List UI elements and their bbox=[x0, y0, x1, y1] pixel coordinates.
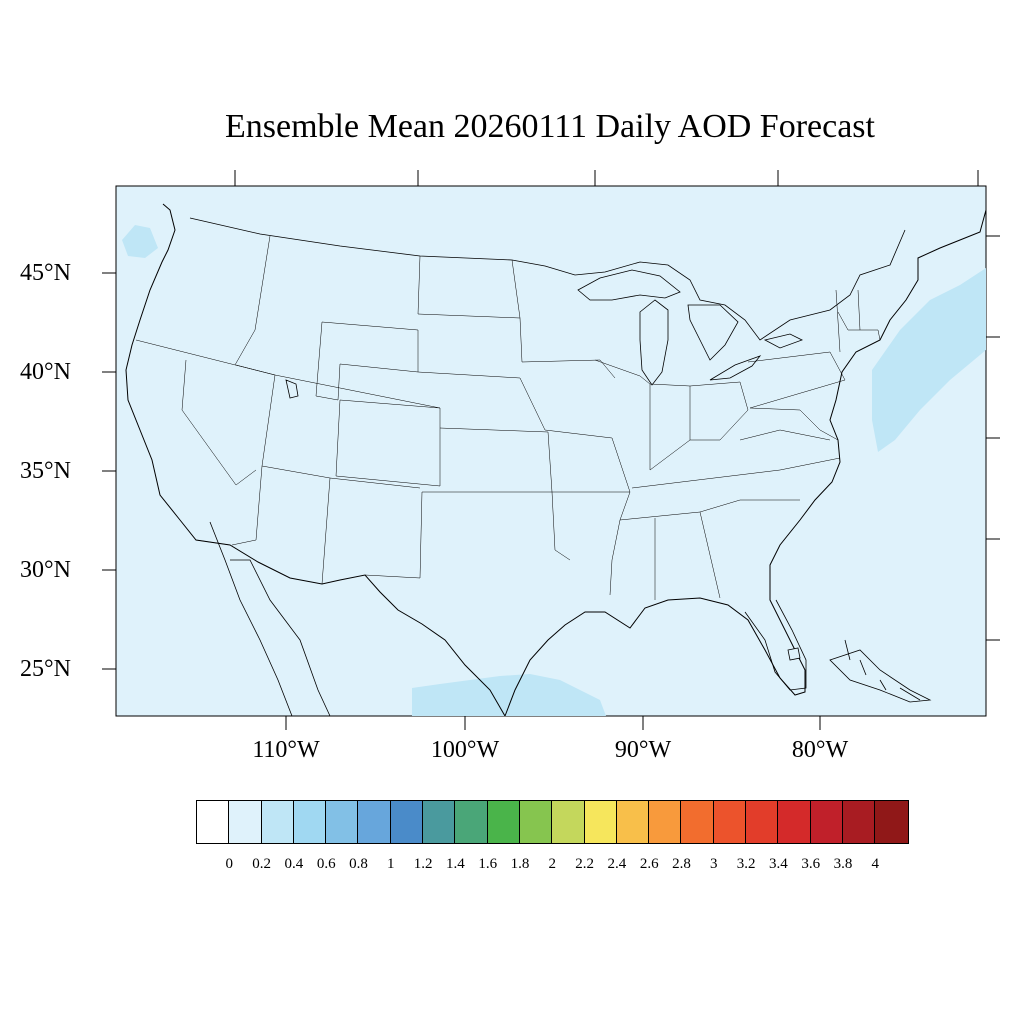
lake-okeechobee bbox=[787, 647, 801, 661]
lake-ontario bbox=[763, 333, 804, 349]
colorbar-tick-label: 1 bbox=[387, 856, 395, 872]
colorbar-swatch bbox=[358, 801, 391, 843]
colorbar-tick-label: 0.8 bbox=[349, 856, 368, 872]
colorbar-swatch bbox=[616, 801, 650, 843]
tick-marks bbox=[102, 170, 1000, 730]
state-boundaries bbox=[135, 235, 881, 600]
lon-label-90w: 90°W bbox=[614, 737, 672, 763]
colorbar-swatch bbox=[875, 801, 908, 843]
aod-plume-atlantic bbox=[872, 268, 986, 452]
colorbar-swatch bbox=[681, 801, 714, 843]
colorbar-swatch bbox=[229, 801, 262, 843]
colorbar-tick-label: 0.4 bbox=[284, 856, 304, 872]
colorbar-tick-label: 2.4 bbox=[607, 856, 627, 872]
colorbar-swatch bbox=[810, 801, 843, 843]
colorbar-swatch bbox=[842, 801, 876, 843]
bahamas-outline bbox=[844, 639, 921, 701]
colorbar-swatch bbox=[778, 801, 811, 843]
lake-huron bbox=[687, 304, 739, 361]
colorbar-swatch bbox=[713, 801, 747, 843]
lat-label-25n: 25°N bbox=[20, 656, 71, 682]
colorbar-swatch bbox=[423, 801, 456, 843]
colorbar-tick-label: 2.2 bbox=[575, 856, 594, 872]
colorbar-tick-label: 3.8 bbox=[833, 856, 853, 872]
colorbar-swatch bbox=[326, 801, 359, 843]
colorbar-swatch bbox=[293, 801, 327, 843]
colorbar-tick-label: 2.6 bbox=[639, 856, 659, 872]
lat-label-40n: 40°N bbox=[20, 359, 71, 385]
lake-michigan bbox=[639, 299, 669, 386]
colorbar-labels: 0 0.2 0.4 0.6 0.8 1 1.2 1.4 1.6 1.8 2 2.2 2.4 2.6 2.8 3… bbox=[0, 856, 1024, 876]
lon-label-80w: 80°W bbox=[791, 737, 849, 763]
aod-plume-gulf bbox=[412, 674, 606, 716]
northern-border bbox=[189, 217, 906, 341]
colorbar-tick-label: 3 bbox=[710, 856, 718, 872]
colorbar-tick-label: 1.2 bbox=[413, 856, 433, 872]
colorbar-swatch bbox=[552, 801, 585, 843]
colorbar-swatch bbox=[261, 801, 294, 843]
lake-superior bbox=[577, 269, 681, 301]
lon-label-100w: 100°W bbox=[430, 737, 500, 763]
florida-outline bbox=[744, 599, 807, 691]
lat-label-30n: 30°N bbox=[20, 557, 71, 583]
colorbar-tick-label: 1.8 bbox=[510, 856, 530, 872]
colorbar-swatch bbox=[649, 801, 682, 843]
colorbar bbox=[196, 800, 909, 844]
colorbar-swatch bbox=[584, 801, 617, 843]
map-background bbox=[115, 185, 987, 717]
colorbar-tick-label: 2.8 bbox=[672, 856, 691, 872]
colorbar-swatch bbox=[746, 801, 779, 843]
colorbar-swatch bbox=[519, 801, 553, 843]
lat-label-35n: 35°N bbox=[20, 458, 71, 484]
colorbar-tick-label: 3.6 bbox=[801, 856, 821, 872]
colorbar-tick-label: 1.4 bbox=[446, 856, 465, 872]
colorbar-tick-label: 2 bbox=[548, 856, 557, 872]
lon-label-110w: 110°W bbox=[252, 737, 320, 763]
cuba-outline bbox=[829, 649, 932, 703]
lat-label-45n: 45°N bbox=[20, 260, 71, 286]
colorbar-tick-label: 3.2 bbox=[736, 856, 756, 872]
colorbar-swatch bbox=[487, 801, 520, 843]
colorbar-tick-label: 4 bbox=[871, 856, 880, 872]
colorbar-tick-label: 0.2 bbox=[252, 856, 271, 872]
colorbar-swatch bbox=[390, 801, 424, 843]
colorbar-swatch bbox=[197, 801, 230, 843]
colorbar-tick-label: 3.4 bbox=[769, 856, 788, 872]
colorbar-tick-label: 0 bbox=[225, 856, 234, 872]
map-title: Ensemble Mean 20260111 Daily AOD Forecas… bbox=[225, 108, 875, 145]
aod-plume-pacific bbox=[122, 225, 158, 258]
baja-outline bbox=[209, 521, 331, 717]
colorbar-tick-label: 1.6 bbox=[478, 856, 498, 872]
great-salt-lake bbox=[285, 379, 299, 399]
us-outline bbox=[125, 203, 987, 717]
colorbar-swatch bbox=[455, 801, 488, 843]
colorbar-tick-label: 0.6 bbox=[316, 856, 336, 872]
